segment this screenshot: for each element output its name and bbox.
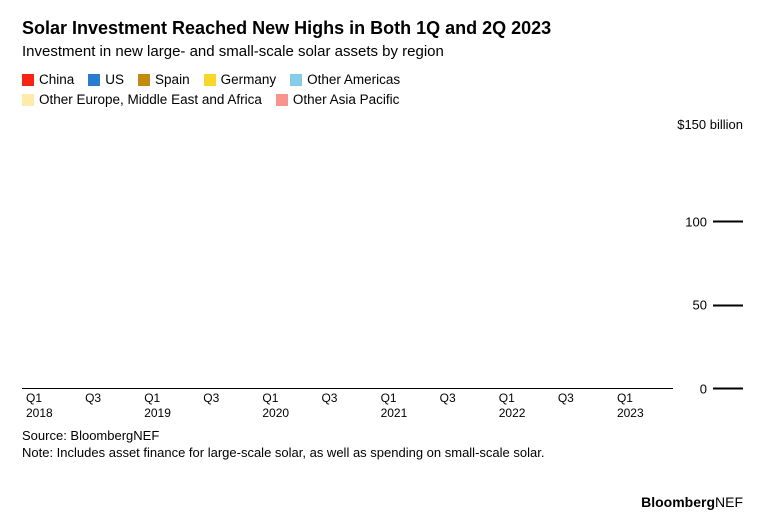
bars-container [22, 139, 673, 389]
legend-label: Spain [155, 70, 190, 90]
x-slot: Q12018 [26, 389, 49, 417]
legend-row-2: Other Europe, Middle East and Africa Othe… [22, 90, 743, 110]
x-year-label: 2023 [617, 406, 644, 420]
legend-item: US [88, 70, 124, 90]
legend-swatch [138, 74, 150, 86]
legend-row-1: China US Spain Germany Other Americas [22, 70, 743, 90]
x-slot [233, 389, 256, 417]
legend-item: Other Europe, Middle East and Africa [22, 90, 262, 110]
x-slot [292, 389, 315, 417]
x-slot: Q12021 [381, 389, 404, 417]
x-slot [410, 389, 433, 417]
legend-swatch [22, 74, 34, 86]
x-slot [351, 389, 374, 417]
legend-item: Other Asia Pacific [276, 90, 400, 110]
legend-swatch [22, 94, 34, 106]
legend-label: Germany [221, 70, 277, 90]
legend-swatch [88, 74, 100, 86]
y-tick-label: 100 [677, 214, 707, 229]
note-text: Note: Includes asset finance for large-s… [22, 444, 743, 462]
legend-label: China [39, 70, 74, 90]
y-tick-label: 50 [677, 298, 707, 313]
brand-logo: BloombergNEF [641, 494, 743, 510]
legend-swatch [290, 74, 302, 86]
x-slot: Q3 [321, 389, 344, 417]
y-tick-label: 0 [677, 381, 707, 396]
x-tick-label: Q1 [381, 391, 397, 405]
plot-region [22, 139, 673, 389]
chart-title: Solar Investment Reached New Highs in Bo… [22, 18, 743, 39]
legend-item: Other Americas [290, 70, 400, 90]
x-slot [174, 389, 197, 417]
x-tick-label: Q1 [262, 391, 278, 405]
x-slot [469, 389, 492, 417]
legend: China US Spain Germany Other Americas Other … [22, 70, 743, 111]
x-tick-label: Q1 [26, 391, 42, 405]
chart-area: $150 billion 050100 Q12018Q3Q12019Q3Q120… [22, 117, 743, 417]
legend-swatch [276, 94, 288, 106]
x-year-label: 2018 [26, 406, 53, 420]
chart-subtitle: Investment in new large- and small-scale… [22, 43, 743, 60]
x-slot: Q3 [85, 389, 108, 417]
x-slot: Q3 [203, 389, 226, 417]
legend-swatch [204, 74, 216, 86]
x-tick-label: Q3 [203, 391, 219, 405]
x-tick-label: Q1 [617, 391, 633, 405]
y-tick: 0 [677, 381, 743, 396]
legend-label: Other Asia Pacific [293, 90, 400, 110]
x-slot [528, 389, 551, 417]
x-tick-label: Q3 [85, 391, 101, 405]
x-slot: Q3 [558, 389, 581, 417]
x-slot [646, 389, 669, 417]
x-tick-label: Q1 [144, 391, 160, 405]
y-tick: 50 [677, 298, 743, 313]
source-text: Source: BloombergNEF [22, 427, 743, 445]
x-slot [56, 389, 79, 417]
legend-item: Spain [138, 70, 190, 90]
y-axis-top-label: $150 billion [677, 117, 743, 132]
legend-label: Other Americas [307, 70, 400, 90]
x-slot: Q3 [440, 389, 463, 417]
x-year-label: 2020 [262, 406, 289, 420]
x-slot: Q12019 [144, 389, 167, 417]
brand-light: NEF [715, 494, 743, 510]
x-slot: Q12020 [262, 389, 285, 417]
x-slot: Q12023 [617, 389, 640, 417]
x-year-label: 2019 [144, 406, 171, 420]
x-tick-label: Q1 [499, 391, 515, 405]
x-year-label: 2022 [499, 406, 526, 420]
x-axis: Q12018Q3Q12019Q3Q12020Q3Q12021Q3Q12022Q3… [22, 389, 673, 417]
y-tick-line [713, 388, 743, 390]
x-tick-label: Q3 [440, 391, 456, 405]
x-slot [115, 389, 138, 417]
y-tick-line [713, 221, 743, 223]
y-axis: 050100 [677, 139, 743, 389]
footer: Source: BloombergNEF Note: Includes asse… [22, 427, 743, 462]
brand-bold: Bloomberg [641, 494, 715, 510]
legend-label: US [105, 70, 124, 90]
x-year-label: 2021 [381, 406, 408, 420]
legend-item: Germany [204, 70, 277, 90]
x-tick-label: Q3 [321, 391, 337, 405]
x-slot [587, 389, 610, 417]
x-tick-label: Q3 [558, 391, 574, 405]
y-tick-line [713, 304, 743, 306]
legend-item: China [22, 70, 74, 90]
x-slot: Q12022 [499, 389, 522, 417]
y-tick: 100 [677, 214, 743, 229]
legend-label: Other Europe, Middle East and Africa [39, 90, 262, 110]
